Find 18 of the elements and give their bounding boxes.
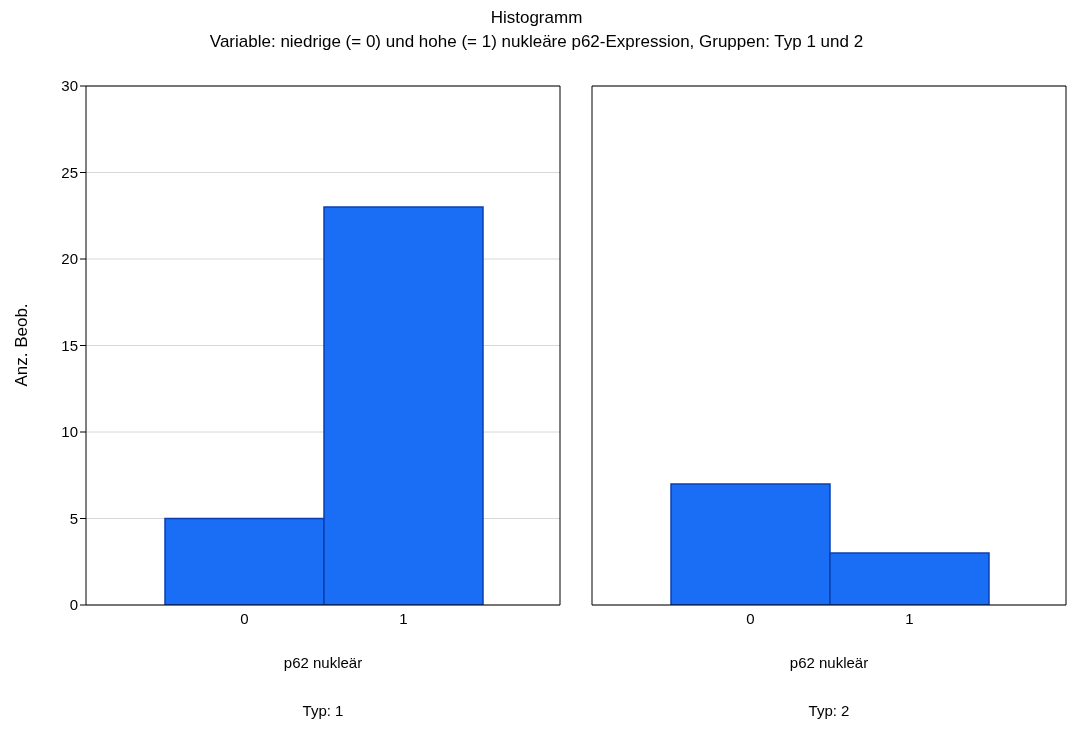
chart-title: Histogramm xyxy=(489,8,584,28)
y-tick-label: 20 xyxy=(61,250,78,268)
x-axis-title: p62 nukleär xyxy=(788,654,870,671)
y-tick-label: 10 xyxy=(61,423,78,441)
y-tick-label: 30 xyxy=(61,77,78,95)
y-tick-label: 0 xyxy=(69,596,78,614)
x-tick-label: 0 xyxy=(240,609,249,627)
y-axis-title: Anz. Beob. xyxy=(11,301,32,389)
x-axis-title: p62 nukleär xyxy=(282,654,364,671)
x-tick-label: 0 xyxy=(746,609,755,627)
x-tick-label: 1 xyxy=(905,609,914,627)
y-tick-label: 5 xyxy=(69,509,78,527)
text: Typ: 2 xyxy=(807,702,851,719)
y-tick-label: 25 xyxy=(61,163,78,181)
x-tick-label: 1 xyxy=(399,609,408,627)
text: Typ: 1 xyxy=(301,702,345,719)
y-tick-label: 15 xyxy=(61,336,78,354)
chart-subtitle: Variable: niedrige (= 0) und hohe (= 1) nukleäre p62-Expression, Gruppen: Typ 1 und 2 xyxy=(208,32,865,52)
